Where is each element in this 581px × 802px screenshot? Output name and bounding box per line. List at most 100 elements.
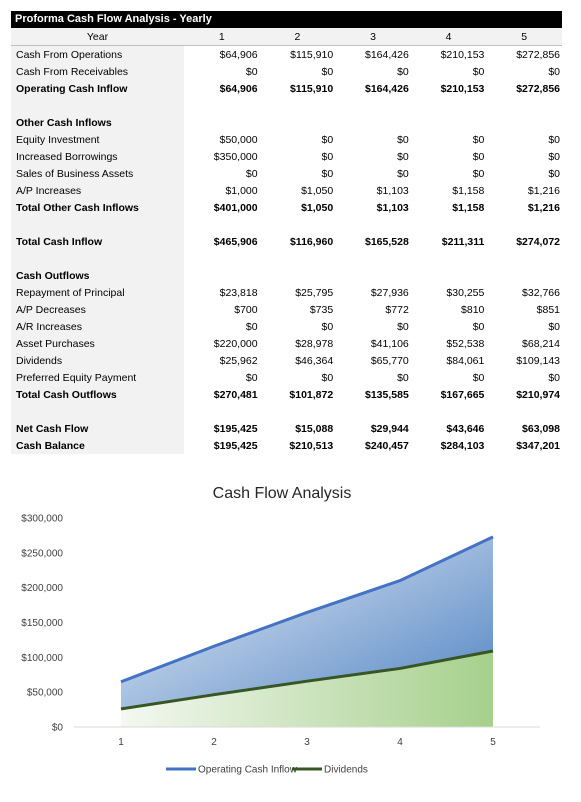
row-value <box>335 267 411 284</box>
row-value <box>260 403 336 420</box>
row-value <box>411 267 487 284</box>
row-value <box>260 97 336 114</box>
cash-flow-sheet: Proforma Cash Flow Analysis - Yearly Yea… <box>11 11 562 454</box>
row-value: $0 <box>548 133 560 146</box>
row-label <box>11 97 184 114</box>
y-tick-label: $50,000 <box>27 688 64 699</box>
row-value: $1,158 <box>452 201 485 214</box>
table-row: Sales of Business Assets $0 $0 $0 $0 $0 <box>11 165 562 182</box>
row-value: $0 <box>321 150 334 163</box>
row-value: $32,766 <box>522 286 560 299</box>
legend-label: Dividends <box>324 765 368 776</box>
row-value: $109,143 <box>516 354 560 367</box>
row-value: $211,311 <box>441 235 485 248</box>
y-tick-label: $0 <box>52 723 64 734</box>
row-label: Total Cash Inflow <box>11 233 184 250</box>
row-value <box>335 403 411 420</box>
table-row <box>11 216 562 233</box>
row-value: $347,201 <box>516 439 560 452</box>
row-label: Cash Outflows <box>11 267 184 284</box>
row-value <box>260 267 336 284</box>
row-value: $164,426 <box>364 82 409 95</box>
row-value: $0 <box>245 65 258 78</box>
row-label: Net Cash Flow <box>11 420 184 437</box>
row-value <box>260 114 336 131</box>
row-label <box>11 216 184 233</box>
year-header-cell: 3 <box>335 28 411 46</box>
row-value: $29,944 <box>370 422 409 435</box>
row-value: $43,646 <box>446 422 485 435</box>
row-value: $270,481 <box>213 388 258 401</box>
row-value: $1,103 <box>376 201 409 214</box>
table-row: Cash Outflows <box>11 267 562 284</box>
row-value <box>486 97 562 114</box>
row-label: Asset Purchases <box>11 335 184 352</box>
legend-item: Dividends <box>292 765 368 776</box>
table-row <box>11 97 562 114</box>
row-value: $240,457 <box>364 439 409 452</box>
row-value: $164,426 <box>364 48 409 61</box>
row-value: $465,906 <box>213 235 258 248</box>
table-row: Asset Purchases $220,000 $28,978 $41,106 $52… <box>11 335 562 352</box>
row-value <box>184 97 260 114</box>
table-row: Net Cash Flow $195,425 $15,088 $29,944 $43,6… <box>11 420 562 437</box>
year-header-cell: 4 <box>410 28 487 46</box>
row-value: $0 <box>472 167 485 180</box>
row-value: $46,364 <box>295 354 334 367</box>
row-value: $0 <box>548 65 560 78</box>
table-row: A/R Increases $0 $0 $0 $0 $0 <box>11 318 562 335</box>
row-label: Cash Balance <box>11 437 184 454</box>
sheet-title: Proforma Cash Flow Analysis - Yearly <box>11 11 562 28</box>
y-axis: $0 $50,000 $100,000 $150,000 $200,000 $250,00… <box>21 514 63 734</box>
row-value: $84,061 <box>446 354 485 367</box>
row-value: $0 <box>397 65 409 78</box>
row-label <box>11 250 184 267</box>
row-value: $65,770 <box>370 354 409 367</box>
row-value: $350,000 <box>213 150 258 163</box>
row-value <box>184 216 260 233</box>
row-value <box>411 216 487 233</box>
row-value: $210,153 <box>440 48 485 61</box>
row-value: $15,088 <box>295 422 334 435</box>
row-value: $0 <box>472 320 485 333</box>
row-value: $810 <box>461 303 485 316</box>
row-value <box>260 216 336 233</box>
row-value: $27,936 <box>370 286 409 299</box>
row-value: $195,425 <box>213 439 258 452</box>
row-value: $195,425 <box>213 422 258 435</box>
row-value: $135,585 <box>364 388 409 401</box>
row-label <box>11 403 184 420</box>
row-value <box>184 403 260 420</box>
row-value: $0 <box>321 320 334 333</box>
row-value: $700 <box>234 303 258 316</box>
x-axis: 1 2 3 4 5 <box>118 737 496 748</box>
row-label: Operating Cash Inflow <box>11 80 184 97</box>
table-row: Dividends $25,962 $46,364 $65,770 $84,061 $10… <box>11 352 562 369</box>
row-value: $1,050 <box>301 201 334 214</box>
row-value: $0 <box>245 371 258 384</box>
row-value: $272,856 <box>516 82 560 95</box>
y-tick-label: $150,000 <box>21 618 63 629</box>
plot-area <box>120 535 494 727</box>
row-value: $50,000 <box>219 133 258 146</box>
series-line <box>120 535 494 684</box>
row-value: $0 <box>397 167 409 180</box>
row-label: A/R Increases <box>11 318 184 335</box>
row-value: $0 <box>321 167 334 180</box>
row-value: $0 <box>472 65 485 78</box>
row-value: $115,910 <box>289 82 334 95</box>
row-value <box>335 250 411 267</box>
row-label: Total Cash Outflows <box>11 386 184 403</box>
row-value: $0 <box>321 65 334 78</box>
chart-title: Cash Flow Analysis <box>213 485 352 502</box>
row-value: $1,103 <box>376 184 409 197</box>
row-value: $210,513 <box>289 439 334 452</box>
year-header-label: Year <box>11 28 184 46</box>
table-row: A/P Increases $1,000 $1,050 $1,103 $1,158 $1,… <box>11 182 562 199</box>
row-value: $772 <box>385 303 409 316</box>
row-value: $30,255 <box>446 286 485 299</box>
row-value: $0 <box>397 320 409 333</box>
year-header-row: Year 1 2 3 4 5 <box>11 28 562 46</box>
row-value <box>411 250 487 267</box>
row-label: Other Cash Inflows <box>11 114 184 131</box>
